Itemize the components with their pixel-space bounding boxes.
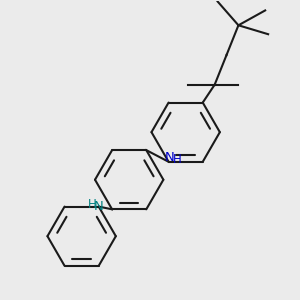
Text: N: N bbox=[94, 200, 104, 213]
Text: N: N bbox=[165, 151, 175, 164]
Text: H: H bbox=[173, 153, 182, 166]
Text: H: H bbox=[88, 199, 96, 212]
